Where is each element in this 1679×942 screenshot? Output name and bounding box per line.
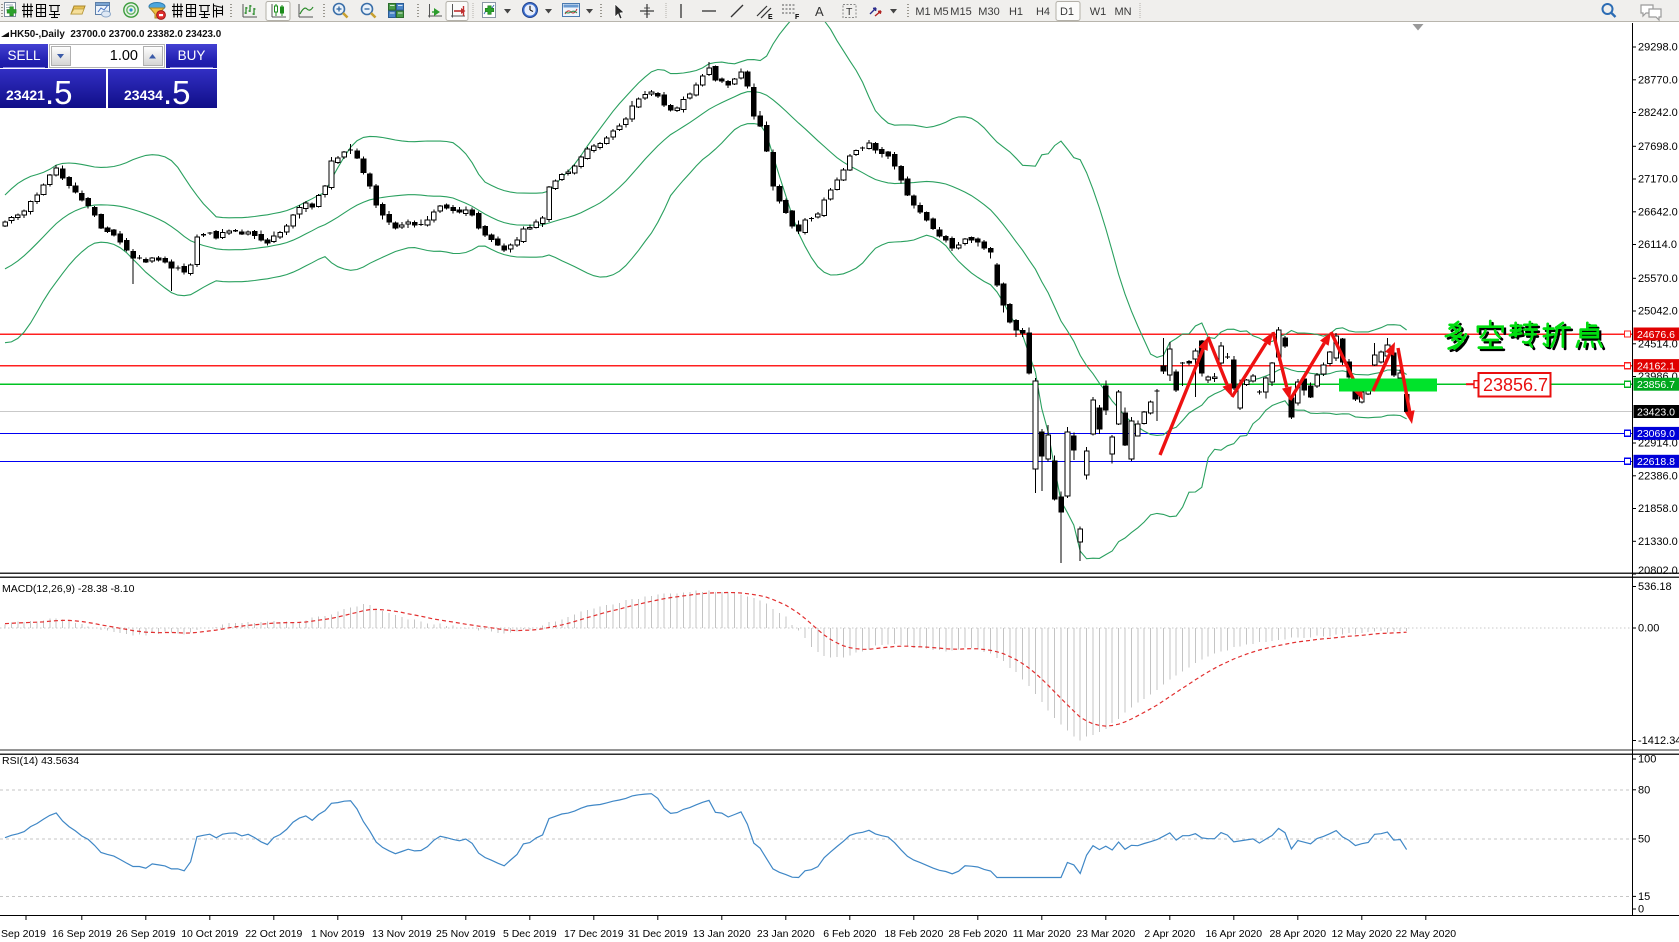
svg-text:22914.0: 22914.0 [1638, 438, 1678, 450]
svg-text:E: E [768, 14, 773, 21]
svg-text:24676.6: 24676.6 [1637, 329, 1675, 341]
svg-text:A: A [815, 4, 824, 19]
svg-text:28 Apr 2020: 28 Apr 2020 [1269, 928, 1326, 940]
svg-text:F: F [795, 14, 800, 21]
svg-text:23856.7: 23856.7 [1637, 379, 1675, 391]
svg-text:23 Jan 2020: 23 Jan 2020 [757, 928, 815, 940]
svg-text:M5: M5 [933, 6, 948, 18]
svg-text:0: 0 [1638, 904, 1644, 916]
svg-text:20802.0: 20802.0 [1638, 565, 1678, 577]
svg-text:23 Mar 2020: 23 Mar 2020 [1076, 928, 1135, 940]
svg-text:31 Dec 2019: 31 Dec 2019 [628, 928, 688, 940]
svg-text:11 Mar 2020: 11 Mar 2020 [1013, 928, 1071, 940]
svg-text:W1: W1 [1090, 6, 1107, 18]
svg-text:13 Nov 2019: 13 Nov 2019 [372, 928, 432, 940]
svg-text:12 May 2020: 12 May 2020 [1331, 928, 1392, 940]
svg-text:24162.1: 24162.1 [1637, 360, 1675, 372]
svg-text:17 Dec 2019: 17 Dec 2019 [564, 928, 624, 940]
svg-text:80: 80 [1638, 784, 1650, 796]
svg-text:D1: D1 [1060, 6, 1074, 18]
svg-text:25570.0: 25570.0 [1638, 273, 1678, 285]
svg-text:24514.0: 24514.0 [1638, 338, 1678, 350]
svg-text:23856.7: 23856.7 [1483, 375, 1548, 395]
svg-text:MACD(12,26,9) -28.38 -8.10: MACD(12,26,9) -28.38 -8.10 [2, 583, 135, 595]
svg-text:16 Sep 2019: 16 Sep 2019 [52, 928, 112, 940]
svg-text:28770.0: 28770.0 [1638, 74, 1678, 86]
svg-text:-1412.34: -1412.34 [1638, 735, 1679, 747]
svg-text:25042.0: 25042.0 [1638, 306, 1678, 318]
svg-text:1 Nov 2019: 1 Nov 2019 [311, 928, 365, 940]
svg-text:29298.0: 29298.0 [1638, 42, 1678, 54]
svg-text:16 Apr 2020: 16 Apr 2020 [1205, 928, 1262, 940]
svg-text:27170.0: 27170.0 [1638, 174, 1678, 186]
svg-text:15: 15 [1638, 891, 1650, 903]
svg-text:5 Dec 2019: 5 Dec 2019 [503, 928, 557, 940]
svg-text:22 Oct 2019: 22 Oct 2019 [245, 928, 302, 940]
svg-text:50: 50 [1638, 834, 1650, 846]
svg-text:27698.0: 27698.0 [1638, 141, 1678, 153]
svg-text:22618.8: 22618.8 [1637, 456, 1675, 468]
svg-text:18 Feb 2020: 18 Feb 2020 [884, 928, 943, 940]
svg-text:100: 100 [1638, 754, 1656, 766]
svg-text:536.18: 536.18 [1638, 581, 1672, 593]
svg-text:22 May 2020: 22 May 2020 [1395, 928, 1456, 940]
svg-text:M1: M1 [915, 6, 930, 18]
svg-text:21330.0: 21330.0 [1638, 536, 1678, 548]
svg-text:T: T [846, 6, 853, 18]
svg-text:25 Nov 2019: 25 Nov 2019 [436, 928, 496, 940]
svg-text:6 Feb 2020: 6 Feb 2020 [823, 928, 876, 940]
svg-text:H1: H1 [1009, 6, 1023, 18]
svg-text:10 Oct 2019: 10 Oct 2019 [181, 928, 238, 940]
svg-text:23423.0: 23423.0 [1637, 406, 1675, 418]
svg-text:MN: MN [1114, 6, 1131, 18]
svg-text:26114.0: 26114.0 [1638, 239, 1677, 251]
svg-text:0.00: 0.00 [1638, 623, 1659, 635]
svg-text:Sep 2019: Sep 2019 [1, 928, 46, 940]
svg-text:M30: M30 [978, 6, 999, 18]
svg-text:28242.0: 28242.0 [1638, 107, 1678, 119]
svg-text:13 Jan 2020: 13 Jan 2020 [693, 928, 751, 940]
svg-text:M15: M15 [950, 6, 971, 18]
svg-text:2 Apr 2020: 2 Apr 2020 [1144, 928, 1195, 940]
svg-text:26642.0: 26642.0 [1638, 206, 1678, 218]
svg-text:21858.0: 21858.0 [1638, 503, 1678, 515]
svg-text:26 Sep 2019: 26 Sep 2019 [116, 928, 176, 940]
svg-text:28 Feb 2020: 28 Feb 2020 [948, 928, 1007, 940]
svg-text:H4: H4 [1036, 6, 1050, 18]
svg-text:22386.0: 22386.0 [1638, 470, 1678, 482]
svg-text:23069.0: 23069.0 [1637, 428, 1675, 440]
svg-text:RSI(14) 43.5634: RSI(14) 43.5634 [2, 755, 79, 767]
